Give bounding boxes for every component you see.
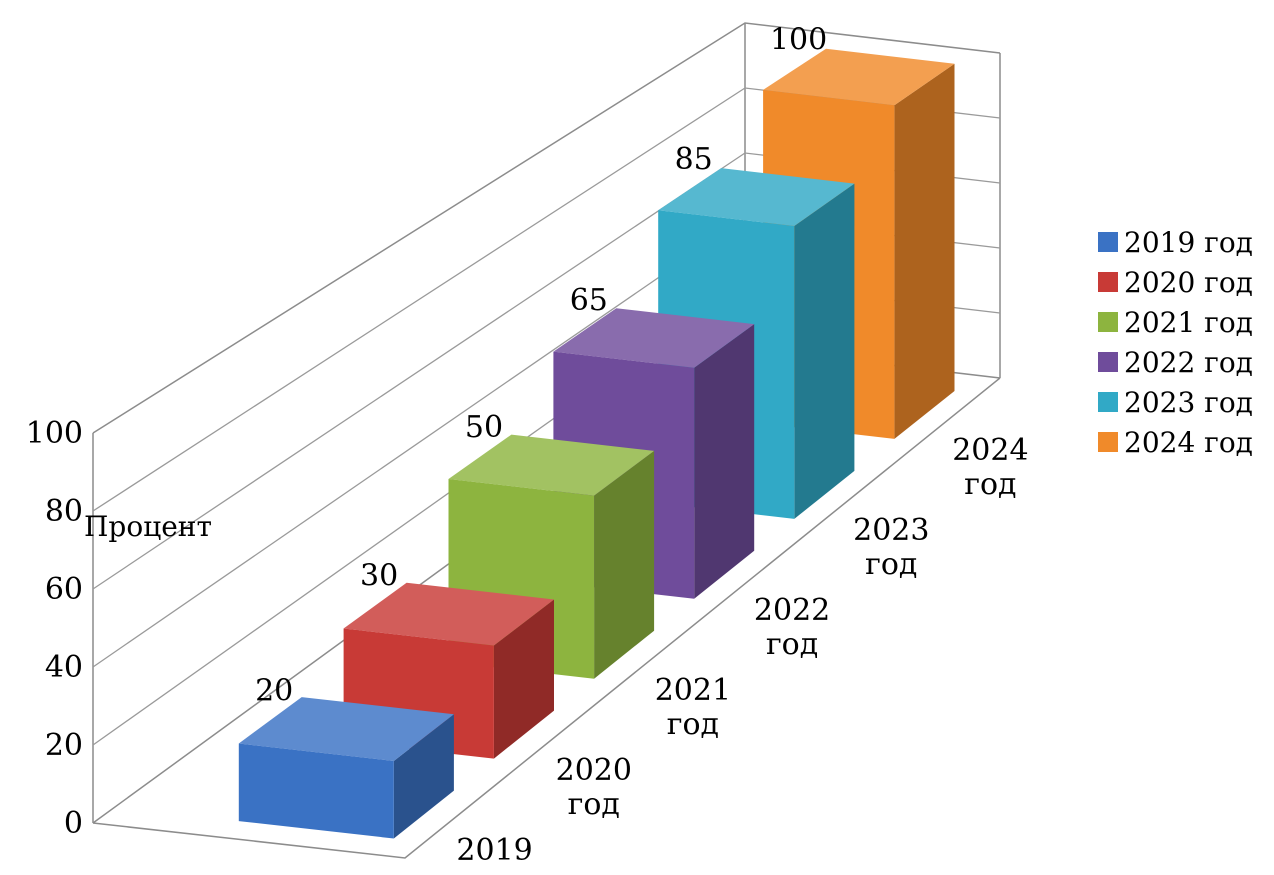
legend-swatch (1098, 392, 1118, 412)
bar-side (794, 183, 855, 519)
legend-swatch (1098, 352, 1118, 372)
bar-side (594, 450, 655, 679)
bar-side (493, 599, 554, 759)
legend-label: 2019 год (1124, 226, 1253, 259)
y-tick-label: 0 (64, 806, 83, 841)
legend-item: 2023 год (1098, 386, 1253, 419)
y-tick-label: 60 (45, 572, 83, 607)
legend-swatch (1098, 272, 1118, 292)
data-label: 85 (675, 142, 713, 177)
data-label: 100 (770, 22, 827, 57)
bar-side (694, 324, 755, 599)
category-label-year: 2022 (754, 593, 830, 628)
floor-edge (92, 377, 1001, 859)
bar-top (238, 697, 454, 761)
legend-item: 2020 год (1098, 266, 1253, 299)
legend-swatch (1098, 312, 1118, 332)
data-label: 20 (255, 673, 293, 708)
legend-item: 2022 год (1098, 346, 1253, 379)
category-label-year: 2023 (853, 513, 929, 548)
bar-top (763, 48, 955, 106)
category-label-unit: год (766, 627, 818, 662)
bar-top (448, 434, 655, 496)
legend-label: 2024 год (1124, 426, 1253, 459)
category-label-year: 2021 (655, 673, 731, 708)
bar-top (343, 582, 554, 646)
y-axis-label: Процент (84, 510, 212, 543)
data-label: 50 (465, 410, 503, 445)
category-label-unit: год (865, 547, 917, 582)
bar (238, 743, 394, 839)
category-label-unit: год (667, 707, 719, 742)
legend-label: 2022 год (1124, 346, 1253, 379)
category-label-unit: год (568, 787, 620, 822)
y-tick-label: 100 (26, 416, 83, 451)
category-label-unit: год (964, 467, 1016, 502)
category-label-year: 2019 (456, 833, 532, 868)
data-label: 30 (360, 559, 398, 594)
bar-top (553, 308, 755, 368)
legend: 2019 год 2020 год 2021 год 2022 год 2023 год… (1098, 226, 1253, 459)
y-tick-label: 40 (45, 650, 83, 685)
data-label: 65 (570, 283, 608, 318)
y-tick-label: 80 (45, 494, 83, 529)
wall-top-edge (92, 22, 1001, 434)
y-tick-label: 20 (45, 728, 83, 763)
bar-side (894, 63, 955, 439)
legend-label: 2021 год (1124, 306, 1253, 339)
legend-item: 2021 год (1098, 306, 1253, 339)
legend-swatch (1098, 232, 1118, 252)
legend-swatch (1098, 432, 1118, 452)
legend-item: 2019 год (1098, 226, 1253, 259)
category-label-year: 2020 (556, 753, 632, 788)
bar-side (393, 714, 454, 839)
legend-item: 2024 год (1098, 426, 1253, 459)
legend-label: 2020 год (1124, 266, 1253, 299)
bar-group (238, 697, 454, 839)
bar-top (658, 168, 855, 226)
bars (238, 48, 955, 839)
category-label-year: 2024 (952, 433, 1028, 468)
legend-label: 2023 год (1124, 386, 1253, 419)
labels: Процент 0 20 40 60 80 100 100 85 65 50 30 20 2019 год… (26, 22, 1029, 875)
